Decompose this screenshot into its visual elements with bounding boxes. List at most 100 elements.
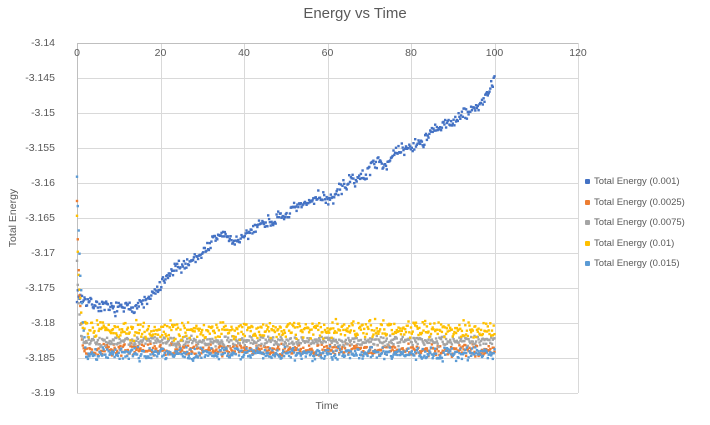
data-point — [215, 236, 218, 240]
data-point — [326, 327, 329, 330]
data-point — [191, 351, 194, 354]
data-point — [110, 351, 113, 355]
data-point — [151, 337, 155, 340]
data-point — [396, 353, 399, 357]
data-point — [449, 124, 452, 127]
data-point — [355, 180, 358, 183]
data-point — [90, 303, 94, 306]
data-point — [98, 302, 101, 306]
data-point — [300, 336, 303, 339]
data-point — [436, 342, 439, 345]
data-point — [468, 346, 471, 349]
data-point — [169, 351, 172, 354]
data-point — [76, 289, 79, 292]
data-point — [477, 354, 480, 358]
data-point — [384, 350, 388, 353]
x-axis-title[interactable]: Time — [315, 400, 339, 412]
data-point — [221, 235, 224, 238]
data-point — [368, 337, 372, 340]
data-point — [458, 323, 461, 327]
data-point — [107, 323, 110, 326]
chart-title[interactable]: Energy vs Time — [303, 5, 407, 22]
data-point — [124, 355, 127, 358]
data-point — [275, 335, 278, 339]
data-point — [459, 347, 462, 350]
data-point — [287, 342, 291, 345]
data-point — [455, 350, 459, 353]
data-point — [281, 339, 284, 342]
data-point — [237, 348, 240, 351]
data-point — [476, 353, 479, 356]
data-point — [383, 344, 387, 348]
data-point — [331, 358, 334, 361]
data-point — [326, 353, 329, 356]
data-point — [375, 327, 378, 330]
legend-item[interactable]: Total Energy (0.01) — [585, 238, 709, 249]
data-point — [434, 350, 437, 353]
data-point — [113, 311, 116, 314]
legend-item[interactable]: Total Energy (0.0025) — [585, 197, 709, 208]
data-point — [311, 322, 314, 325]
data-point — [312, 202, 316, 205]
data-point — [287, 351, 290, 354]
data-point — [328, 196, 331, 200]
data-point — [414, 358, 418, 361]
data-point — [107, 345, 110, 349]
legend-item-label: Total Energy (0.01) — [594, 237, 675, 249]
data-point — [350, 347, 353, 351]
data-point — [193, 330, 196, 333]
data-point — [152, 291, 155, 295]
legend-item[interactable]: Total Energy (0.015) — [585, 258, 709, 269]
data-point — [381, 342, 384, 345]
data-point — [432, 347, 435, 350]
data-point — [230, 339, 233, 342]
data-point — [155, 347, 158, 350]
data-point — [328, 336, 332, 340]
data-point — [196, 257, 200, 261]
data-point — [352, 347, 355, 350]
data-point — [81, 338, 84, 341]
data-point — [81, 321, 84, 324]
data-point — [318, 352, 322, 355]
data-point — [408, 331, 411, 334]
data-point — [307, 326, 310, 330]
data-point — [485, 91, 489, 94]
data-point — [196, 342, 200, 346]
data-point — [196, 346, 200, 350]
data-point — [463, 107, 466, 110]
data-point — [473, 353, 476, 356]
data-point — [409, 336, 412, 339]
data-point — [440, 330, 444, 334]
data-point — [340, 192, 343, 196]
data-point — [225, 347, 228, 351]
data-point — [414, 339, 417, 342]
data-point — [196, 255, 199, 258]
data-point — [191, 358, 194, 361]
data-point — [243, 334, 246, 338]
data-point — [273, 330, 277, 334]
legend-item[interactable]: Total Energy (0.0075) — [585, 217, 709, 228]
data-point — [469, 341, 472, 345]
data-point — [296, 326, 299, 329]
data-point — [489, 341, 492, 345]
data-point — [343, 345, 346, 348]
data-point — [79, 304, 82, 308]
legend-item[interactable]: Total Energy (0.001) — [585, 176, 709, 187]
data-point — [226, 336, 230, 339]
data-point — [353, 344, 356, 348]
data-point — [431, 326, 434, 329]
data-point — [396, 152, 399, 155]
data-point — [87, 352, 90, 355]
data-point — [414, 138, 417, 141]
data-point — [164, 353, 167, 357]
data-point — [326, 347, 329, 350]
data-point — [442, 349, 445, 353]
data-point — [184, 352, 187, 355]
data-point — [137, 332, 140, 335]
data-point — [246, 328, 249, 332]
data-point — [474, 342, 477, 345]
data-point — [287, 339, 290, 342]
data-point — [441, 340, 444, 343]
data-point — [90, 352, 93, 356]
